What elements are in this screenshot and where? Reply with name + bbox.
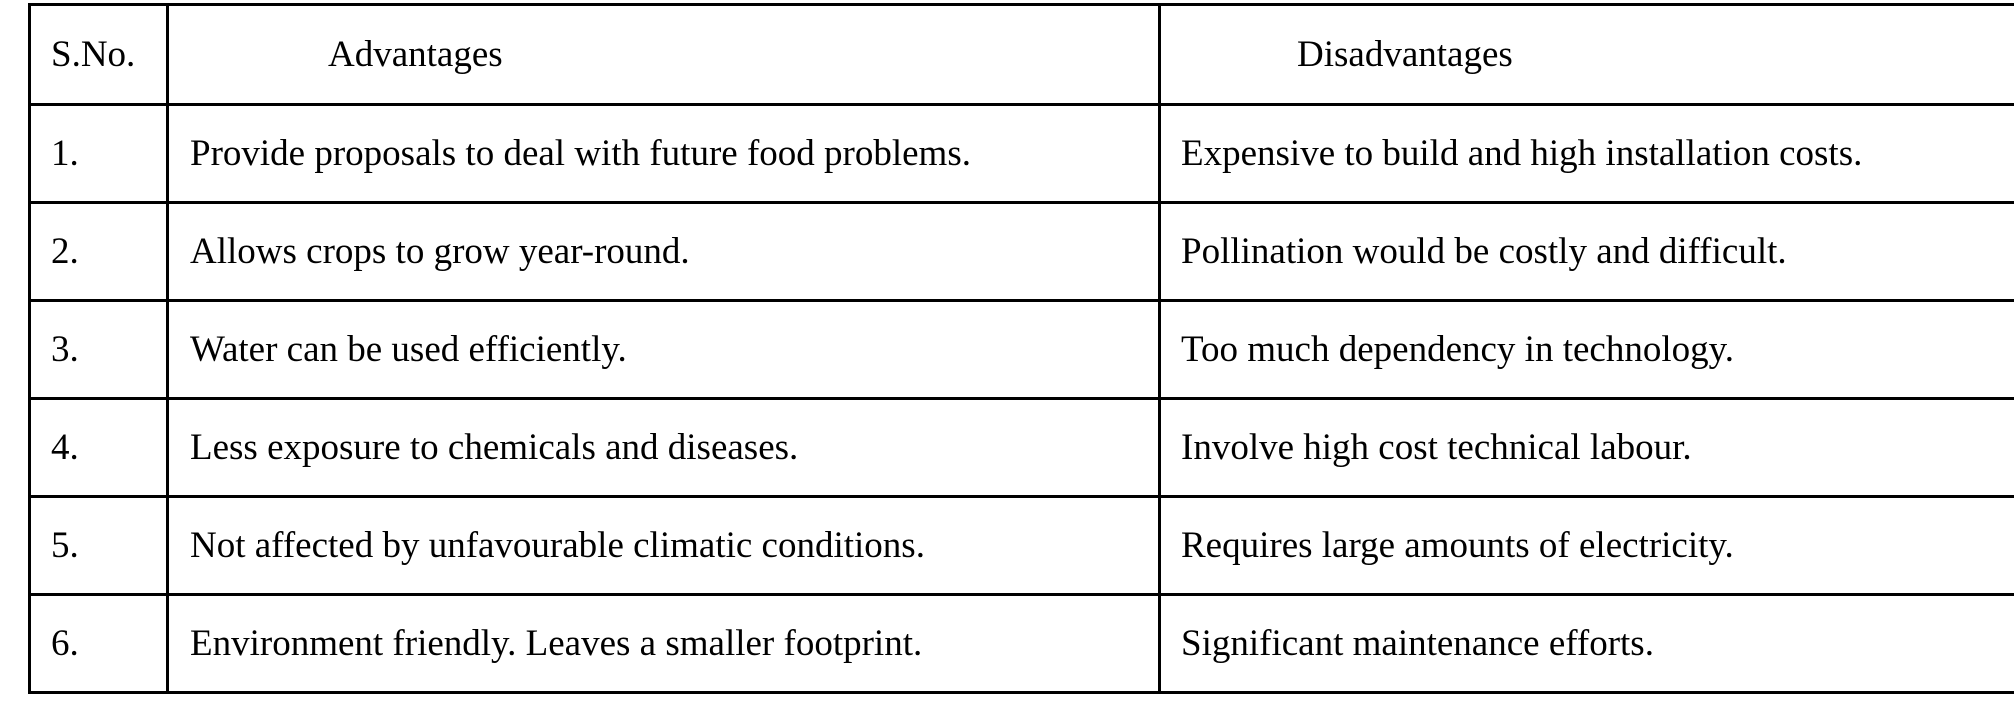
row-sno: 4.	[28, 397, 169, 498]
row-advantage: Environment friendly. Leaves a smaller f…	[166, 593, 1161, 694]
table-header-row: S.No. Advantages Disadvantages	[28, 3, 2014, 106]
row-disadvantage: Pollination would be costly and difficul…	[1158, 201, 2014, 302]
row-disadvantage: Expensive to build and high installation…	[1158, 103, 2014, 204]
row-sno: 6.	[28, 593, 169, 694]
table-row: 3. Water can be used efficiently. Too mu…	[28, 299, 2014, 400]
header-advantages: Advantages	[166, 3, 1161, 106]
table-row: 6. Environment friendly. Leaves a smalle…	[28, 593, 2014, 694]
row-advantage: Provide proposals to deal with future fo…	[166, 103, 1161, 204]
table-row: 4. Less exposure to chemicals and diseas…	[28, 397, 2014, 498]
table-row: 5. Not affected by unfavourable climatic…	[28, 495, 2014, 596]
header-disadvantages: Disadvantages	[1158, 3, 2014, 106]
row-advantage: Less exposure to chemicals and diseases.	[166, 397, 1161, 498]
table-row: 1. Provide proposals to deal with future…	[28, 103, 2014, 204]
row-advantage: Allows crops to grow year-round.	[166, 201, 1161, 302]
table-row: 2. Allows crops to grow year-round. Poll…	[28, 201, 2014, 302]
row-disadvantage: Involve high cost technical labour.	[1158, 397, 2014, 498]
row-disadvantage: Too much dependency in technology.	[1158, 299, 2014, 400]
row-advantage: Water can be used efficiently.	[166, 299, 1161, 400]
row-sno: 2.	[28, 201, 169, 302]
header-sno: S.No.	[28, 3, 169, 106]
row-sno: 5.	[28, 495, 169, 596]
row-disadvantage: Requires large amounts of electricity.	[1158, 495, 2014, 596]
row-advantage: Not affected by unfavourable climatic co…	[166, 495, 1161, 596]
row-disadvantage: Significant maintenance efforts.	[1158, 593, 2014, 694]
row-sno: 1.	[28, 103, 169, 204]
row-sno: 3.	[28, 299, 169, 400]
advantages-disadvantages-table: S.No. Advantages Disadvantages 1. Provid…	[28, 3, 2014, 694]
